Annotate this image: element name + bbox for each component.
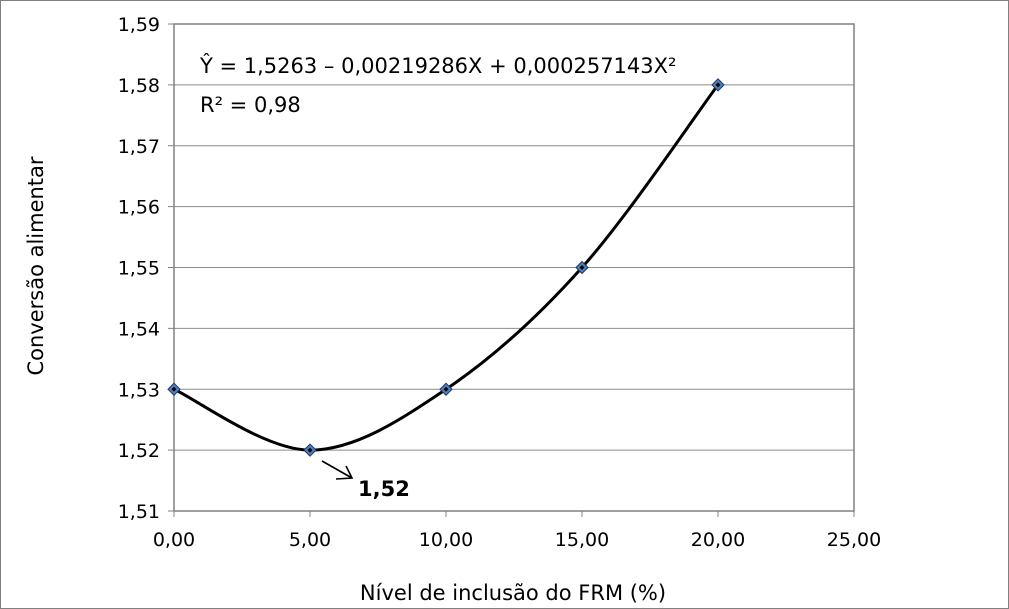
- minimum-label: 1,52: [358, 477, 410, 501]
- x-tick-label: 15,00: [555, 529, 609, 551]
- trend-curve: [173, 83, 720, 452]
- y-tick-label: 1,58: [118, 75, 160, 97]
- x-tick-label: 5,00: [289, 529, 331, 551]
- minimum-arrow: [321, 460, 354, 480]
- arrow-head: [335, 465, 354, 480]
- x-tick-label: 0,00: [153, 529, 195, 551]
- data-point-center: [171, 386, 177, 392]
- y-tick-label: 1,59: [118, 14, 160, 36]
- y-tick-label: 1,53: [118, 379, 160, 401]
- x-tick-label: 25,00: [827, 529, 881, 551]
- data-point-center: [443, 386, 449, 392]
- y-tick-label: 1,57: [118, 136, 160, 158]
- y-tick-label: 1,54: [118, 318, 160, 340]
- equation-annotation: Ŷ = 1,5263 – 0,00219286X + 0,000257143X²: [199, 53, 676, 78]
- data-point-center: [715, 82, 721, 88]
- y-tick-label: 1,56: [118, 197, 160, 219]
- data-points: [167, 78, 725, 457]
- x-tick-label: 10,00: [419, 529, 473, 551]
- data-point-center: [307, 447, 313, 453]
- y-tick-label: 1,51: [118, 501, 160, 523]
- axis-ticks: 1,51 1,52 1,53 1,54 1,55 1,56 1,57 1,58 1,59 0,00…: [118, 14, 882, 551]
- r-squared-annotation: R² = 0,98: [200, 93, 301, 117]
- y-tick-label: 1,52: [118, 440, 160, 462]
- x-axis-title: Nível de inclusão do FRM (%): [360, 581, 666, 605]
- y-axis-title: Conversão alimentar: [24, 156, 48, 375]
- data-point-center: [579, 265, 585, 270]
- trend-curve-group: [173, 83, 720, 452]
- y-tick-label: 1,55: [118, 258, 160, 280]
- x-tick-label: 20,00: [691, 529, 745, 551]
- arrow-shaft: [321, 460, 353, 479]
- gridlines: [174, 84, 854, 451]
